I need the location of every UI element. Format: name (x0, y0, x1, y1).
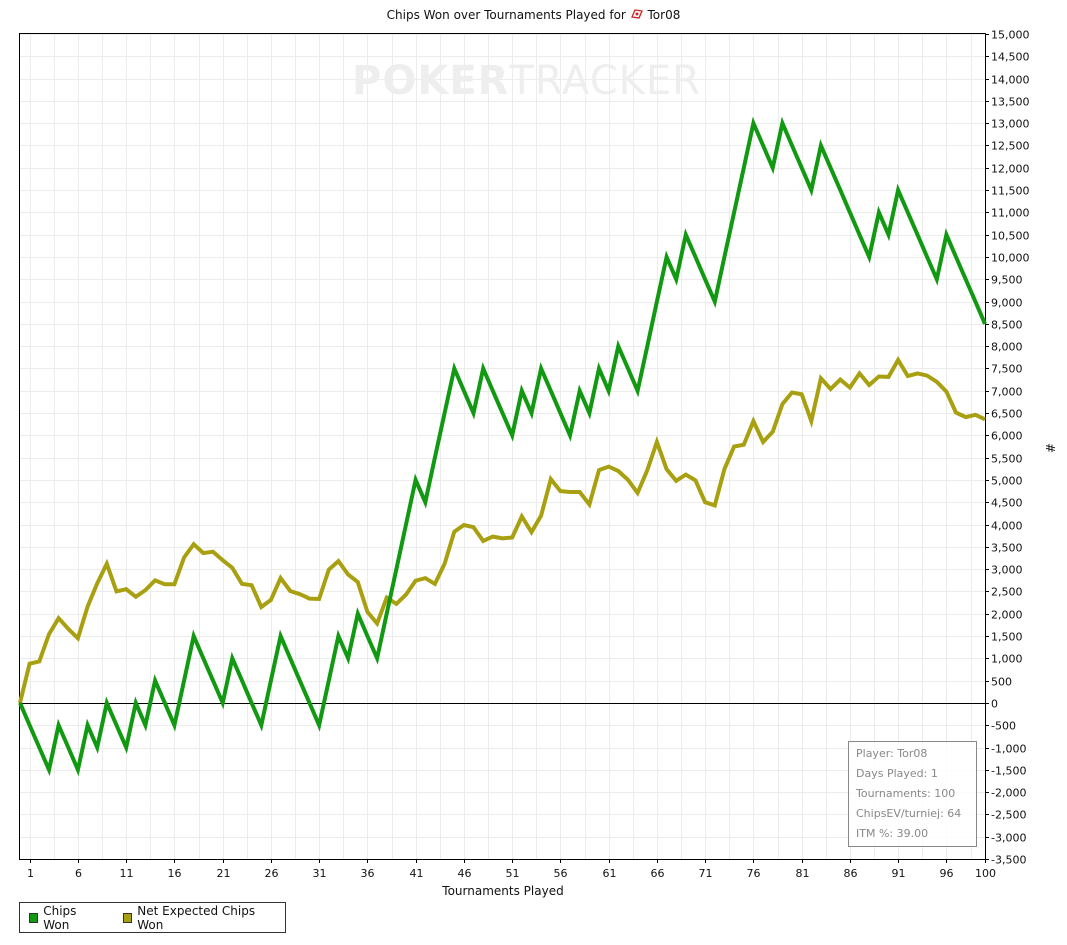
y-tick-label: 3,500 (991, 542, 1023, 555)
y-tick-label: 10,500 (991, 230, 1030, 243)
stats-player: Player: Tor08 (856, 747, 928, 760)
x-tick-label: 100 (975, 867, 996, 880)
y-axis-label: # (1043, 443, 1057, 453)
x-tick-label: 21 (217, 867, 231, 880)
grid-layer (20, 34, 985, 860)
y-tick-label: 8,500 (991, 319, 1023, 332)
x-tick-label: 51 (506, 867, 520, 880)
y-tick-label: 12,000 (991, 163, 1030, 176)
y-tick-label: -3,000 (991, 832, 1026, 845)
y-axis-ticks: -3,500 -3,000 -2,500 -2,000 -1,500 -1,000 -500… (985, 29, 1030, 867)
chart-legend: Chips Won Net Expected Chips Won (19, 902, 286, 933)
x-tick-label: 41 (410, 867, 424, 880)
y-tick-label: 14,500 (991, 51, 1030, 64)
y-tick-label: 13,000 (991, 118, 1030, 131)
series-layer (18, 116, 987, 777)
series-line-chips-won (18, 116, 987, 777)
y-tick-label: 7,500 (991, 363, 1023, 376)
x-tick-label: 71 (699, 867, 713, 880)
y-tick-label: 5,000 (991, 475, 1023, 488)
pokertracker-watermark: POKERTRACKER (352, 58, 701, 104)
x-tick-label: 86 (844, 867, 858, 880)
y-tick-label: 9,500 (991, 274, 1023, 287)
x-tick-label: 56 (554, 867, 568, 880)
x-tick-label: 61 (603, 867, 617, 880)
y-tick-label: 3,000 (991, 564, 1023, 577)
legend-swatch-net-expected (123, 912, 133, 923)
y-tick-label: 1,000 (991, 653, 1023, 666)
y-tick-label: 4,500 (991, 497, 1023, 510)
x-tick-label: 91 (892, 867, 906, 880)
y-tick-label: 2,500 (991, 586, 1023, 599)
y-tick-label: -1,000 (991, 743, 1026, 756)
stats-chips-ev: ChipsEV/turniej: 64 (856, 807, 962, 820)
legend-label-chips-won: Chips Won (43, 903, 77, 932)
y-tick-label: 500 (991, 676, 1012, 689)
y-tick-label: 5,500 (991, 453, 1023, 466)
stats-itm: ITM %: 39.00 (856, 827, 929, 840)
x-tick-label: 46 (458, 867, 472, 880)
y-tick-label: 15,000 (991, 29, 1030, 42)
stats-days-played: Days Played: 1 (856, 767, 938, 780)
stats-tournaments: Tournaments: 100 (856, 787, 956, 800)
x-axis-ticks: 1 6 11 16 21 26 31 36 41 46 51 56 61 66 71 76 81 86 91 96 10… (27, 859, 996, 880)
y-tick-label: 13,500 (991, 96, 1030, 109)
watermark-part1: POKER (352, 58, 510, 104)
y-tick-label: -500 (991, 720, 1016, 733)
y-tick-label: 1,500 (991, 631, 1023, 644)
x-tick-label: 66 (651, 867, 665, 880)
x-tick-label: 11 (120, 867, 134, 880)
y-tick-label: 11,500 (991, 185, 1030, 198)
x-tick-label: 16 (168, 867, 182, 880)
x-tick-label: 76 (747, 867, 761, 880)
y-tick-label: 7,000 (991, 386, 1023, 399)
y-tick-label: 12,500 (991, 140, 1030, 153)
y-tick-label: 2,000 (991, 609, 1023, 622)
x-tick-label: 1 (27, 867, 34, 880)
player-site-icon (630, 9, 643, 19)
y-tick-label: -2,000 (991, 787, 1026, 800)
y-tick-label: -3,500 (991, 854, 1026, 867)
x-tick-label: 6 (75, 867, 82, 880)
x-tick-label: 36 (361, 867, 375, 880)
y-tick-label: 11,000 (991, 207, 1030, 220)
y-tick-label: 6,000 (991, 430, 1023, 443)
legend-label-net-expected: Net Expected Chips Won (137, 903, 256, 932)
x-tick-label: 31 (313, 867, 327, 880)
y-tick-label: 10,000 (991, 252, 1030, 265)
y-tick-label: 8,000 (991, 341, 1023, 354)
y-tick-label: 4,000 (991, 520, 1023, 533)
chart-title-text: Chips Won over Tournaments Played for (386, 8, 626, 22)
y-tick-label: 14,000 (991, 74, 1030, 87)
x-axis-label: Tournaments Played (441, 884, 563, 898)
player-stats-box: Player: Tor08 Days Played: 1 Tournaments… (848, 741, 977, 847)
chart-title: Chips Won over Tournaments Played for To… (0, 8, 1067, 22)
y-tick-label: -2,500 (991, 809, 1026, 822)
legend-item-chips-won[interactable]: Chips Won (29, 904, 100, 932)
plot-frame (19, 33, 986, 860)
series-line-net-expected (18, 356, 986, 704)
y-tick-label: -1,500 (991, 765, 1026, 778)
y-tick-label: 0 (991, 698, 998, 711)
x-tick-label: 96 (940, 867, 954, 880)
x-tick-label: 81 (796, 867, 810, 880)
y-tick-label: 6,500 (991, 408, 1023, 421)
legend-item-net-expected[interactable]: Net Expected Chips Won (123, 904, 271, 932)
watermark-part2: TRACKER (509, 58, 701, 104)
legend-swatch-chips-won (29, 912, 39, 923)
x-tick-label: 26 (265, 867, 279, 880)
chart-title-player: Tor08 (647, 8, 681, 22)
y-tick-label: 9,000 (991, 297, 1023, 310)
